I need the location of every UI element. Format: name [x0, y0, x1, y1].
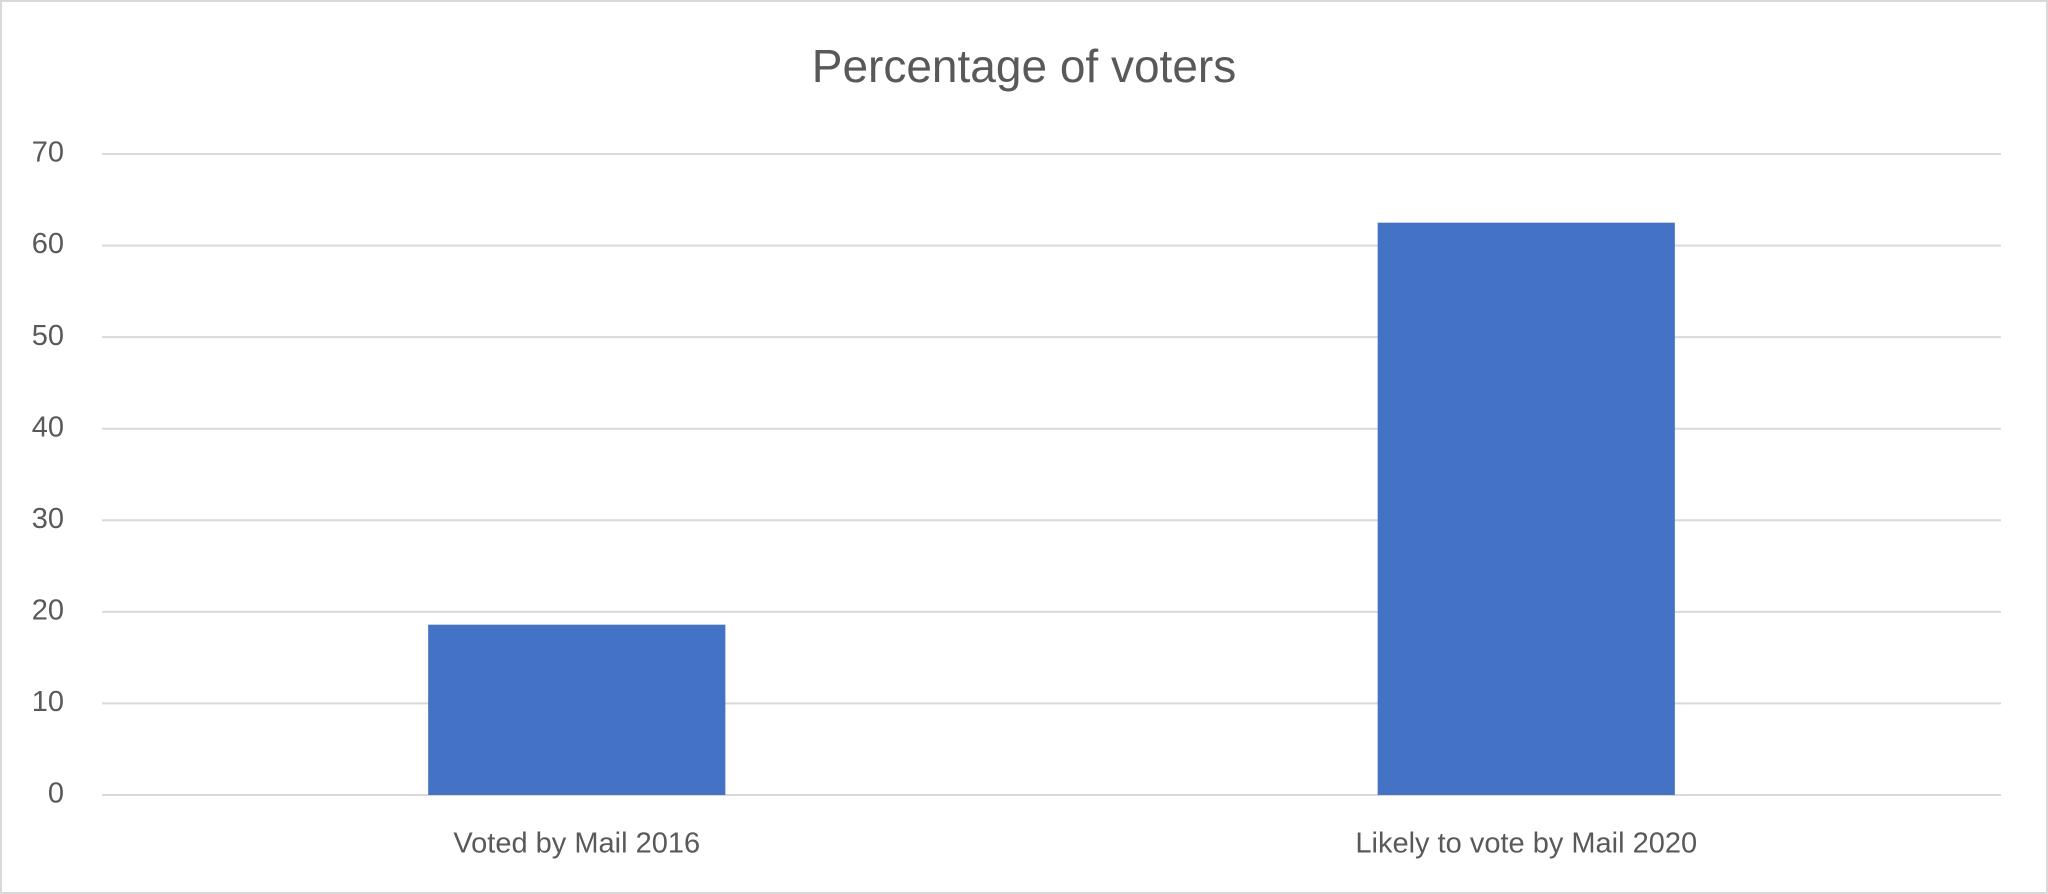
y-tick-label: 10 — [32, 686, 64, 718]
x-tick-label: Voted by Mail 2016 — [453, 828, 700, 860]
chart-title: Percentage of voters — [812, 40, 1236, 92]
bar — [1377, 222, 1675, 795]
y-tick-label: 0 — [48, 778, 64, 810]
y-tick-label: 40 — [32, 411, 64, 443]
y-tick-label: 70 — [32, 137, 64, 169]
y-tick-label: 50 — [32, 320, 64, 352]
y-tick-label: 60 — [32, 228, 64, 260]
bar — [428, 624, 726, 795]
y-tick-label: 30 — [32, 503, 64, 535]
y-tick-label: 20 — [32, 595, 64, 627]
x-tick-label: Likely to vote by Mail 2020 — [1355, 828, 1697, 860]
